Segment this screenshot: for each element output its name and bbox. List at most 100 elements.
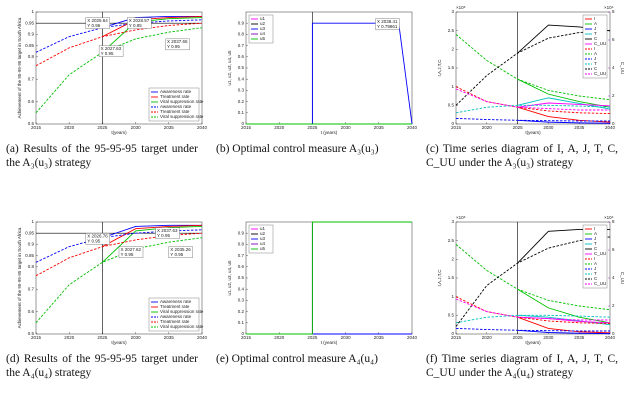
legend-label: C (594, 246, 598, 251)
annotation-text: Y 0.79861 (377, 24, 398, 29)
annotation-text: X 2025.64 (87, 18, 108, 23)
y-tick-label: 0 (451, 121, 454, 126)
y-tick-label: 0.7 (238, 43, 245, 48)
y-tick-label: 0.6 (238, 54, 245, 59)
legend-label: J (594, 236, 596, 241)
x-axis-label: t(years) (111, 130, 127, 135)
annotation-box (127, 17, 152, 29)
x-axis-label: t (years) (321, 340, 338, 345)
y-tick-label: 0.5 (28, 121, 35, 126)
legend-label: Treatment rate (160, 94, 190, 99)
y-tick-label: 1.5 (448, 275, 455, 280)
legend-label: Viral suppression rate (160, 324, 204, 329)
x-tick-label: 2030 (341, 335, 352, 340)
series-line (517, 97, 611, 110)
annotation-box (118, 246, 144, 258)
y-tick-label: 2.5 (448, 238, 455, 243)
annotation-text: X 2026.76 (87, 233, 108, 238)
legend-label: u3 (260, 26, 266, 31)
caption: (b) Optimal control measure A₃(u₃) (216, 143, 379, 155)
x-tick-label: 2015 (451, 335, 462, 340)
x-tick-label: 2035 (374, 125, 385, 130)
y-tick-label: 0.3 (238, 88, 245, 93)
annotation-text: Y 0.96 (87, 23, 100, 28)
series-line (455, 117, 610, 122)
annotation-text: Y 0.95 (167, 44, 180, 49)
caption: (a) Results of the 95-95-95 target under… (6, 143, 198, 169)
y-tick-label: 0.8 (28, 54, 35, 59)
y-axis-label: Achievement of the 95-95-95 target in So… (17, 17, 22, 118)
y-tick-label: 0 (241, 331, 244, 336)
y2-axis-label: C_UU (620, 272, 625, 284)
y-exponent: ×10⁶ (456, 215, 466, 220)
y-tick-label: 0.6 (28, 309, 35, 314)
y-tick-label: 0.6 (28, 99, 35, 104)
y-axis-label: I,A,J,T,C (437, 59, 442, 77)
y-axis-label: u1, u2, u3, u4, u5 (227, 260, 232, 296)
caption: (f) Time series diagram of I, A, J, T, C… (426, 353, 618, 379)
series-line (102, 17, 203, 53)
legend-label: Awareness rate (160, 299, 192, 304)
y2-tick-label: 0 (612, 121, 615, 126)
y-tick-label: 0 (451, 331, 454, 336)
series-line (455, 244, 611, 311)
legend-box (148, 297, 200, 332)
y-axis-label: u1, u2, u3, u4, u5 (227, 50, 232, 86)
series-line (455, 296, 611, 324)
y2-tick-label: 6 (612, 37, 615, 42)
legend-box (582, 14, 608, 79)
legend-label: Treatment rate (160, 109, 190, 114)
y-tick-label: 2 (451, 257, 454, 262)
caption: (c) Time series diagram of I, A, J, T, C… (426, 143, 618, 169)
y-tick-label: 1 (451, 84, 454, 89)
legend-label: Awareness rate (160, 104, 192, 109)
x-tick-label: 2025 (307, 125, 318, 130)
y-tick-label: 0.5 (28, 331, 35, 336)
y-tick-label: 0.8 (28, 264, 35, 269)
annotation-text: X 2027.62 (121, 247, 142, 252)
series-line (455, 34, 611, 101)
series-line (517, 119, 611, 124)
x-tick-label: 2035 (574, 125, 585, 130)
series-line (102, 224, 203, 248)
y2-tick-label: 4 (612, 65, 615, 70)
caption: (d) Results of the 95-95-95 target under… (6, 353, 198, 379)
y-tick-label: 2 (451, 47, 454, 52)
y-tick-label: 0.8 (238, 242, 245, 247)
x-tick-label: 2030 (543, 125, 554, 130)
x-tick-label: 2020 (274, 335, 285, 340)
y2-exponent: ×10⁴ (604, 215, 614, 220)
x-tick-label: 2025 (97, 335, 108, 340)
y2-tick-label: 4 (612, 275, 615, 280)
legend-label: Awareness rate (160, 89, 192, 94)
annotation-box (165, 38, 190, 51)
y2-tick-label: 8 (612, 9, 615, 14)
x-tick-label: 2040 (407, 125, 418, 130)
y-tick-label: 0.85 (25, 253, 34, 258)
x-tick-label: 2030 (131, 125, 142, 130)
x-tick-label: 2020 (274, 125, 285, 130)
y-tick-label: 1 (31, 219, 34, 224)
x-tick-label: 2025 (513, 335, 524, 340)
x-tick-label: 2030 (543, 335, 554, 340)
x-tick-label: 2035 (164, 335, 175, 340)
x-tick-label: 2025 (307, 335, 318, 340)
y-exponent: ×10⁶ (456, 5, 466, 10)
annotation-box (168, 246, 193, 258)
annotation-text: X 2037.65 (167, 39, 188, 44)
legend-label: C_UU (594, 281, 606, 286)
legend-label: T (594, 271, 597, 276)
annotation-box (85, 17, 110, 29)
annotation-text: Y 0.95 (129, 23, 142, 28)
y-tick-label: 0.1 (238, 110, 245, 115)
legend-label: T (594, 241, 597, 246)
series-line (102, 16, 203, 38)
series-line (455, 327, 610, 332)
x-tick-label: 2020 (64, 125, 75, 130)
legend-label: u3 (260, 236, 266, 241)
x-tick-label: 2040 (407, 335, 418, 340)
x-tick-label: 2015 (241, 335, 252, 340)
legend-label: A (594, 231, 597, 236)
x-axis-label: t(years) (525, 340, 541, 345)
